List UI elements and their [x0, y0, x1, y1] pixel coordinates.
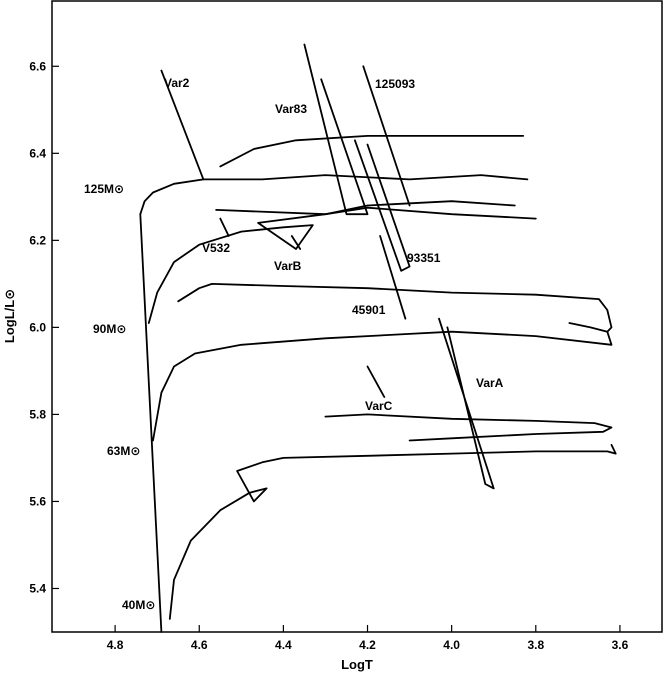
y-tick-label: 5.4 [29, 581, 46, 595]
track-line-11 [362, 65, 411, 207]
label-var83: Var83 [275, 102, 307, 116]
y-axis-ticks: 5.4 5.6 5.8 6.0 6.2 6.4 6.6 [29, 59, 59, 595]
x-tick-label: 4.4 [275, 638, 292, 652]
y-tick-label: 6.0 [29, 320, 46, 334]
track-line-4 [215, 206, 537, 220]
label-63m: 63M⊙ [107, 444, 140, 458]
label-45901: 45901 [352, 303, 386, 317]
x-tick-label: 4.6 [191, 638, 208, 652]
x-tick-label: 3.6 [612, 638, 629, 652]
track-line-2 [139, 174, 529, 216]
plot-frame [51, 0, 663, 633]
y-tick-label: 6.2 [29, 233, 46, 247]
track-line-1 [139, 213, 163, 633]
label-125m: 125M⊙ [84, 182, 124, 196]
label-v532: V532 [202, 241, 230, 255]
y-axis-label: LogL/L⊙ [2, 289, 17, 343]
label-varb: VarB [274, 259, 302, 273]
evolutionary-tracks [139, 43, 617, 633]
y-tick-label: 5.8 [29, 407, 46, 421]
track-line-5 [219, 134, 525, 168]
y-tick-label: 6.4 [29, 146, 46, 160]
x-axis-ticks: 4.8 4.6 4.4 4.2 4.0 3.8 3.6 [107, 625, 629, 652]
x-tick-label: 4.8 [107, 638, 124, 652]
track-line-9 [324, 413, 613, 442]
x-axis-label: LogT [341, 657, 373, 672]
x-tick-label: 4.2 [359, 638, 376, 652]
label-93351: 93351 [407, 251, 441, 265]
track-line-10 [303, 43, 369, 216]
track-line-15 [366, 365, 386, 398]
label-40m: 40M⊙ [122, 598, 155, 612]
track-line-12 [353, 139, 411, 272]
label-vara: VarA [476, 376, 504, 390]
label-125093: 125093 [375, 77, 415, 91]
x-tick-label: 3.8 [527, 638, 544, 652]
track-line-3 [147, 200, 516, 324]
label-varc: VarC [365, 399, 393, 413]
y-tick-label: 5.6 [29, 494, 46, 508]
track-line-8 [168, 443, 617, 620]
label-var2: Var2 [164, 76, 190, 90]
y-tick-label: 6.6 [29, 59, 46, 73]
track-line-14 [438, 317, 495, 490]
track-line-17 [219, 217, 230, 237]
track-line-16 [160, 69, 205, 181]
track-line-7 [152, 322, 613, 442]
label-90m: 90M⊙ [93, 322, 126, 336]
track-line-6 [177, 282, 613, 333]
track-line-13 [379, 235, 407, 320]
track-line-18 [290, 235, 302, 250]
x-tick-label: 4.0 [443, 638, 460, 652]
